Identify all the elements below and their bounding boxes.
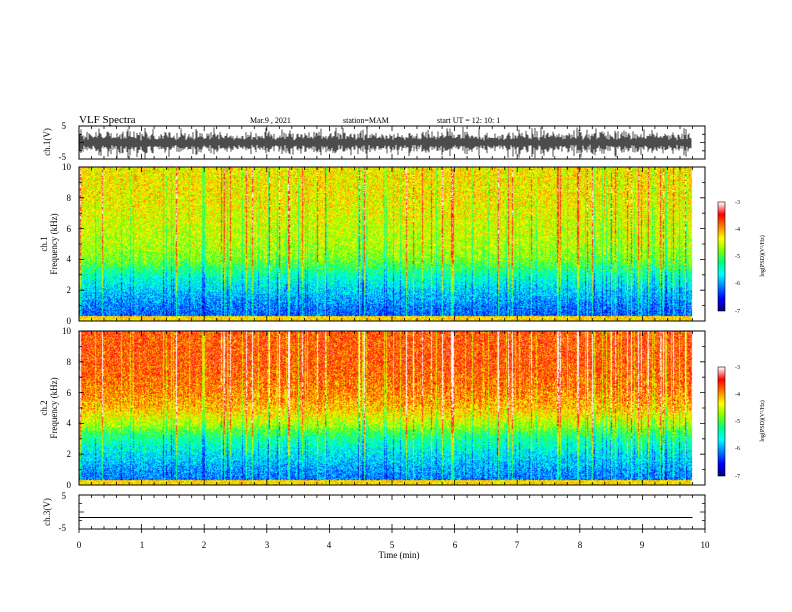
ch1-colorbar-tick-m4: -4: [735, 227, 740, 233]
figure-title: VLF Spectra: [79, 114, 136, 126]
ch1-ytick-bottom: -5: [59, 152, 67, 162]
time-tick-8: 8: [578, 540, 583, 550]
time-tick-7: 7: [515, 540, 520, 550]
ch1-freq-tick-2: 2: [67, 285, 72, 295]
ch1-freq-tick-6: 6: [67, 224, 72, 234]
time-tick-10: 10: [701, 540, 711, 550]
ch1-colorbar-label: log(PSD)(V²/Hz): [759, 235, 766, 276]
axis-tick-marks: [78, 125, 706, 533]
ch1-colorbar-tick-m6: -6: [735, 281, 740, 287]
ch2-colorbar-tick-m3: -3: [735, 365, 740, 371]
ch2-freq-tick-10: 10: [62, 326, 72, 336]
ch2-colorbar-label: log(PSD)(V²/Hz): [759, 400, 766, 441]
header-date: Mar.9 , 2021: [250, 116, 291, 125]
ch1-waveform-trace: [79, 126, 692, 159]
ch1-colorbar: -3 -4 -5 -6 -7 log(PSD)(V²/Hz): [717, 200, 766, 315]
ch2-colorbar: -3 -4 -5 -6 -7 log(PSD)(V²/Hz): [717, 365, 766, 480]
ch3-ytick-bottom: -5: [59, 523, 67, 533]
ch1-freq-tick-8: 8: [67, 193, 72, 203]
ch1-colorbar-tick-m5: -5: [735, 254, 740, 260]
tick-marks: [78, 125, 706, 533]
time-axis-label: Time (min): [379, 550, 420, 560]
ch1-colorbar-frame: [717, 201, 726, 312]
ch1-spectrogram-panel: 0 2 4 6 8 10 ch.1 Frequency (kHz): [39, 162, 706, 326]
time-tick-3: 3: [265, 540, 270, 550]
time-tick-9: 9: [640, 540, 645, 550]
ch1-freq-tick-4: 4: [67, 254, 72, 264]
time-tick-1: 1: [140, 540, 145, 550]
ch2-spectrogram-panel: 0 2 4 6 8 10 ch.2 Frequency (kHz): [39, 326, 706, 490]
ch3-ytick-top: 5: [62, 491, 67, 501]
header-start-time: start UT = 12: 10: 1: [437, 116, 500, 125]
ch2-spectrogram-ylabel-frequency: Frequency (kHz): [49, 377, 59, 438]
ch2-colorbar-tick-m5: -5: [735, 419, 740, 425]
ch2-freq-tick-2: 2: [67, 449, 72, 459]
ch1-freq-tick-labels: 0 2 4 6 8 10: [62, 162, 72, 326]
ch1-colorbar-tick-m3: -3: [735, 200, 740, 206]
ch1-waveform-strokes: [79, 126, 692, 159]
ch2-freq-tick-labels: 0 2 4 6 8 10: [62, 326, 72, 490]
ch1-spectrogram-ylabel-frequency: Frequency (kHz): [49, 213, 59, 274]
ch2-freq-tick-6: 6: [67, 388, 72, 398]
ch2-freq-tick-0: 0: [67, 480, 72, 490]
header-station: station=MAM: [343, 116, 389, 125]
time-tick-4: 4: [327, 540, 332, 550]
ch1-colorbar-tick-m7: -7: [735, 309, 740, 315]
ch3-waveform-ylabel: ch.3(V): [42, 498, 52, 526]
ch1-waveform-ylabel: ch.1(V): [42, 128, 52, 156]
ch2-spectrogram-ylabel-channel: ch.2: [39, 400, 49, 415]
time-tick-6: 6: [453, 540, 458, 550]
ch1-spectrogram-ylabel-channel: ch.1: [39, 236, 49, 251]
time-tick-0: 0: [77, 540, 82, 550]
ch2-colorbar-tick-m4: -4: [735, 392, 740, 398]
ch2-colorbar-frame: [717, 366, 726, 477]
ch1-freq-tick-0: 0: [67, 316, 72, 326]
ch2-colorbar-tick-m6: -6: [735, 446, 740, 452]
ch1-spectrogram-image: [79, 167, 705, 321]
ch2-freq-tick-8: 8: [67, 357, 72, 367]
ch1-colorbar-gradient: [718, 202, 725, 311]
ch2-colorbar-gradient: [718, 367, 725, 476]
ch3-waveform-frame: [78, 494, 706, 530]
time-tick-2: 2: [202, 540, 207, 550]
ch2-freq-tick-4: 4: [67, 418, 72, 428]
ch2-colorbar-tick-m7: -7: [735, 474, 740, 480]
time-axis-tick-labels: 0 1 2 3 4 5 6 7 8 9 10: [77, 540, 710, 550]
ch1-ytick-top: 5: [62, 121, 67, 131]
ch2-spectrogram-image: [79, 331, 705, 485]
time-tick-5: 5: [390, 540, 395, 550]
ch1-freq-tick-10: 10: [62, 162, 72, 172]
